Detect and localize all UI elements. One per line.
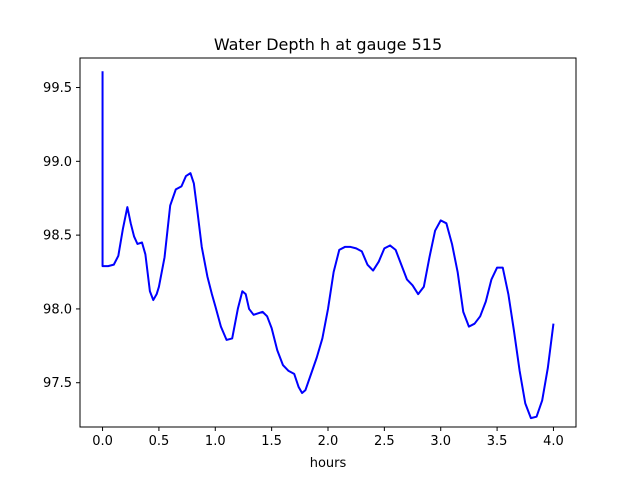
- y-tick-label: 98.5: [43, 229, 72, 244]
- y-tick-label: 97.5: [43, 376, 72, 391]
- x-tick-label: 3.0: [430, 434, 451, 449]
- x-tick-label: 0.0: [92, 434, 113, 449]
- x-tick-label: 1.5: [261, 434, 282, 449]
- chart-title: Water Depth h at gauge 515: [214, 35, 442, 54]
- x-tick-label: 3.5: [487, 434, 508, 449]
- y-tick-label: 99.5: [43, 81, 72, 96]
- series-layer: [101, 71, 555, 420]
- x-tick-label: 2.5: [374, 434, 395, 449]
- x-tick-label: 0.5: [149, 434, 170, 449]
- x-tick-label: 4.0: [543, 434, 564, 449]
- y-tick-label: 98.0: [43, 302, 72, 317]
- water-depth-series-line: [101, 71, 555, 420]
- x-axis-label: hours: [310, 456, 347, 471]
- x-tick-label: 1.0: [205, 434, 226, 449]
- x-tick-label: 2.0: [318, 434, 339, 449]
- plot-area-frame: [79, 57, 577, 428]
- y-tick-label: 99.0: [43, 155, 72, 170]
- axis-ticks: 0.0 0.5 1.0 1.5 2.0 2.5 3.0 3.5 4.0 97.5 98.0 98.5 9…: [43, 81, 564, 449]
